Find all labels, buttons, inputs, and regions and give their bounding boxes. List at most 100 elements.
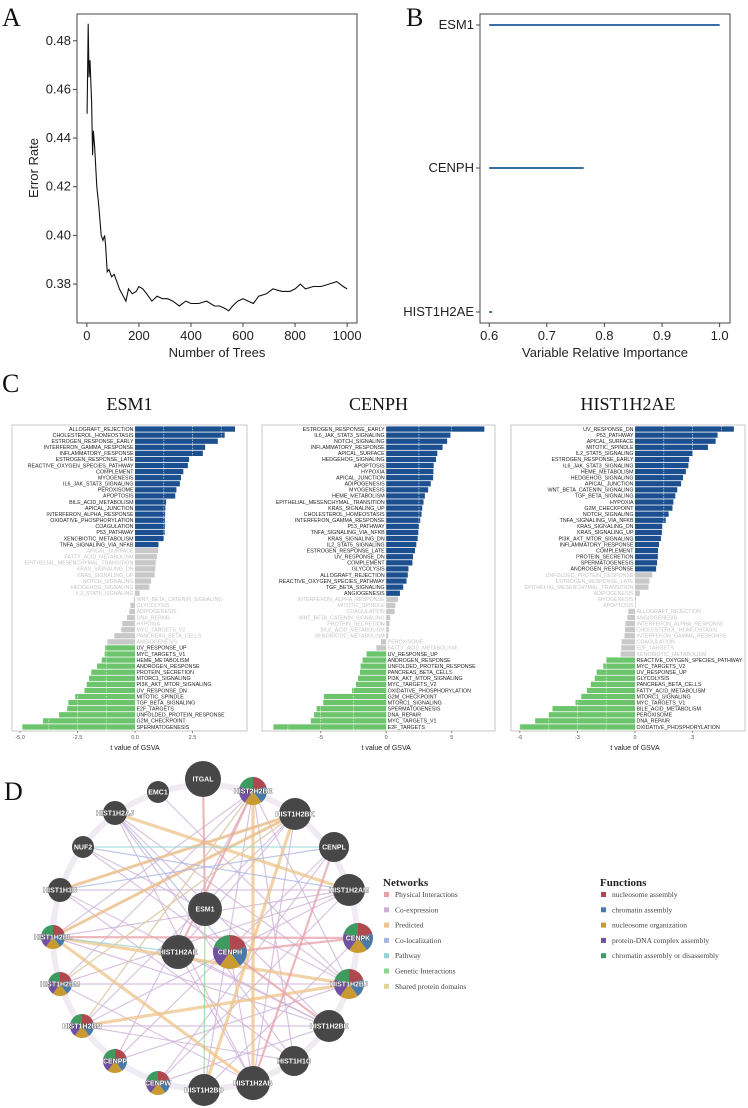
edge-co-expression bbox=[59, 983, 254, 1084]
pie-slice bbox=[343, 923, 358, 938]
edge-physical-interactions bbox=[52, 935, 359, 940]
y-tick-label: 0.38 bbox=[46, 276, 71, 291]
gsva-bar bbox=[635, 578, 650, 584]
pathway-label: TNFA_SIGNALING_VIA_NFKB bbox=[560, 518, 634, 524]
pie-slice bbox=[60, 972, 72, 984]
legend-swatch bbox=[601, 892, 606, 897]
plot-frame bbox=[76, 13, 358, 324]
gsva-bar bbox=[635, 499, 674, 505]
node-cenpp: CENPP bbox=[103, 1049, 128, 1074]
pathway-label: ALLOGRAFT_REJECTION bbox=[69, 427, 134, 433]
node-label: CENPL bbox=[322, 845, 346, 852]
node-label: HIST1H2BN bbox=[63, 1024, 102, 1031]
pathway-label: MYOGENESIS bbox=[598, 597, 634, 603]
node-hist1h2am: HIST1H2AM bbox=[329, 874, 369, 906]
legend-swatch bbox=[601, 922, 606, 928]
node-circle bbox=[72, 836, 94, 858]
gsva-bar bbox=[625, 627, 636, 633]
pathway-label: INTERFERON_ALPHA_RESPONSE bbox=[46, 512, 134, 518]
gsva-bar bbox=[620, 651, 636, 657]
gsva-bar bbox=[386, 541, 417, 548]
pathway-label: COMPLEMENT bbox=[596, 548, 634, 554]
legend-label: Pathway bbox=[395, 951, 421, 960]
gsva-bar-charts: ESM1ALLOGRAFT_REJECTIONCHOLESTEROL_HOMEO… bbox=[11, 394, 746, 752]
pathway-label: INTERFERON_GAMMA_RESPONSE bbox=[44, 445, 134, 451]
panel-label-a: A bbox=[2, 3, 21, 32]
gsva-bar bbox=[635, 444, 708, 450]
pie-slice bbox=[48, 972, 60, 984]
gsva-bar bbox=[596, 669, 636, 675]
pathway-label: ESTROGEN_RESPONSE_LATE bbox=[56, 457, 134, 463]
pathway-label: HYPOXIA bbox=[361, 469, 385, 475]
edge-genetic-interactions bbox=[203, 908, 206, 1091]
pathway-label: INFLAMMATORY_RESPONSE bbox=[560, 542, 634, 548]
pathway-label: MYC_TARGETS_V1 bbox=[388, 719, 437, 725]
pathway-label: WNT_BETA_CATENIN_SIGNALING bbox=[547, 488, 633, 494]
pathway-label: INTERFERON_GAMMA_RESPONSE bbox=[295, 518, 385, 524]
gsva-bar bbox=[635, 596, 636, 602]
edge-physical-interactions bbox=[251, 846, 336, 1084]
gsva-bar bbox=[133, 596, 136, 602]
x-tick-label: 800 bbox=[284, 328, 306, 343]
pathway-label: COMPLEMENT bbox=[347, 561, 385, 567]
gsva-bar bbox=[386, 505, 423, 511]
y-tick-label: 0.48 bbox=[46, 33, 71, 48]
gsva-bar bbox=[135, 529, 165, 536]
legend-label: chromatin assembly or disassembly bbox=[612, 951, 719, 960]
pathway-label: SPERMATOGENESIS bbox=[388, 707, 441, 713]
legend-swatch bbox=[384, 953, 389, 959]
pathway-label: MYC_TARGETS_V1 bbox=[637, 700, 686, 706]
gsva-bar bbox=[135, 481, 180, 487]
edge-co-expression bbox=[52, 790, 254, 938]
gsva-bar bbox=[386, 566, 409, 572]
pie-slice bbox=[158, 1079, 171, 1093]
pathway-label: EPITHELIAL_MESENCHYMAL_TRANSITION bbox=[525, 585, 634, 591]
network-nodes: ITGAL EMC1 HIST2H2BE HIST1H2BK HIST1H2AJ NUF2… bbox=[34, 761, 373, 1106]
gsva-bar bbox=[635, 529, 662, 536]
variable-importance-chart: Variable Relative Importance 0.6 0.7 0.8 0.… bbox=[403, 13, 731, 360]
x-tick-label: 0.6 bbox=[480, 328, 498, 343]
gsva-bar bbox=[627, 614, 636, 621]
edge-predicted bbox=[59, 812, 296, 892]
pathway-label: MYOGENESIS bbox=[349, 488, 385, 494]
node-emc1: EMC1 bbox=[147, 781, 169, 803]
edge-physical-interactions bbox=[201, 778, 207, 910]
gsva-bar bbox=[606, 657, 636, 663]
node-itgal: ITGAL bbox=[185, 761, 221, 797]
pie-slice bbox=[244, 791, 262, 806]
x-axis-label: Variable Relative Importance bbox=[522, 345, 688, 360]
gsva-bar bbox=[135, 444, 206, 450]
gsva-bar bbox=[386, 627, 389, 633]
pie-slice bbox=[82, 1014, 94, 1026]
pathway-label: IL6_JAK_STAT3_SIGNALING bbox=[63, 482, 133, 488]
pathway-label: APOPTOSIS bbox=[354, 463, 385, 469]
gsva-bar bbox=[135, 426, 236, 432]
gsva-bar bbox=[635, 432, 718, 438]
gsva-bar bbox=[91, 669, 136, 675]
pie-slice bbox=[334, 979, 349, 997]
pathway-label: UV_RESPONSE_DN bbox=[583, 427, 634, 433]
gsva-bar bbox=[386, 487, 429, 493]
pathway-label: BILE_ACID_METABOLISM bbox=[69, 500, 133, 506]
gsva-bar bbox=[386, 444, 443, 450]
pie-slice bbox=[52, 984, 68, 997]
node-cenph: CENPH bbox=[212, 935, 247, 969]
gsva-bar bbox=[635, 523, 663, 529]
pie-slice bbox=[145, 1079, 158, 1093]
pie-slice bbox=[212, 946, 230, 966]
pie-slice bbox=[349, 979, 364, 997]
gsva-bar bbox=[135, 541, 159, 548]
legend-label: nucleosome organization bbox=[612, 921, 687, 930]
pathway-label: XENOBIOTIC_METABOLISM bbox=[64, 536, 134, 542]
pie-slice bbox=[253, 786, 267, 803]
x-axis-label: t value of GSVA bbox=[610, 745, 660, 752]
node-circle bbox=[161, 935, 195, 969]
pathway-label: FATTY_ACID_METABOLISM bbox=[65, 555, 134, 561]
node-hist1h1c: HIST1H1C bbox=[277, 1046, 311, 1076]
y-tick-label: 0.44 bbox=[46, 130, 71, 145]
pie-slice bbox=[41, 933, 53, 947]
pathway-label: OXIDATIVE_PHOSPHORYLATION bbox=[637, 725, 720, 731]
x-tick-label: 0 bbox=[83, 328, 90, 343]
pathway-label: ADIPOGENESIS bbox=[593, 591, 633, 597]
